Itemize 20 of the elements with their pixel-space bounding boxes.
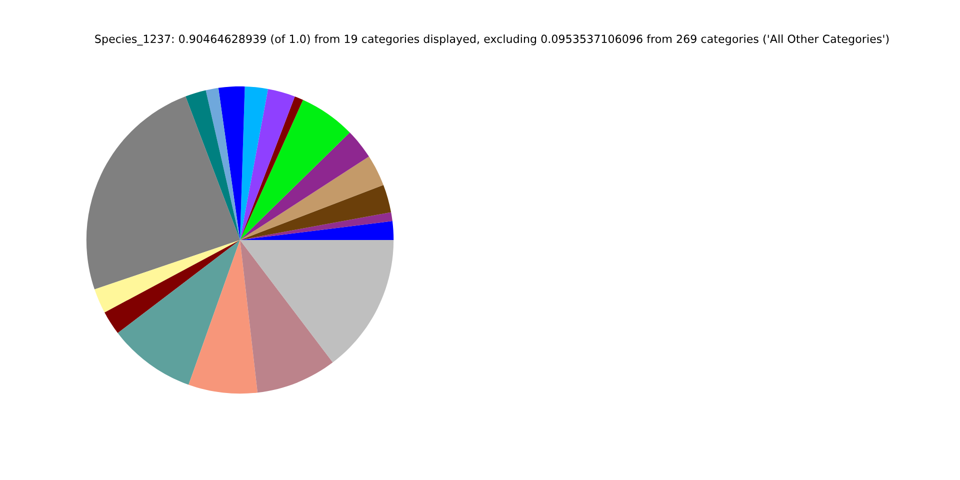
pie-slice [206,88,240,240]
pie-slice [86,96,240,290]
pie-slice [240,86,268,240]
pie-slice [240,212,392,240]
pie-slice [240,240,394,362]
pie-slice [94,240,240,312]
pie-slice [240,88,295,240]
pie-slice [104,240,240,333]
pie-slice [240,96,304,240]
pie-slice [240,132,369,240]
text: Species_1237: 0.90464628939 (of 1.0) from 19 categories displayed, excluding 0.0953537106096 from 269 categories ('All Other Categories') [95,34,889,46]
pie-slice [186,90,240,240]
pie-slice [240,156,384,240]
pie-slice [240,221,394,240]
pie-slice [218,86,245,240]
pie-slice [240,100,350,240]
pie-slice [188,240,258,394]
pie-slice [240,184,392,240]
pie-slice [118,240,240,385]
pie-slice [240,240,333,393]
